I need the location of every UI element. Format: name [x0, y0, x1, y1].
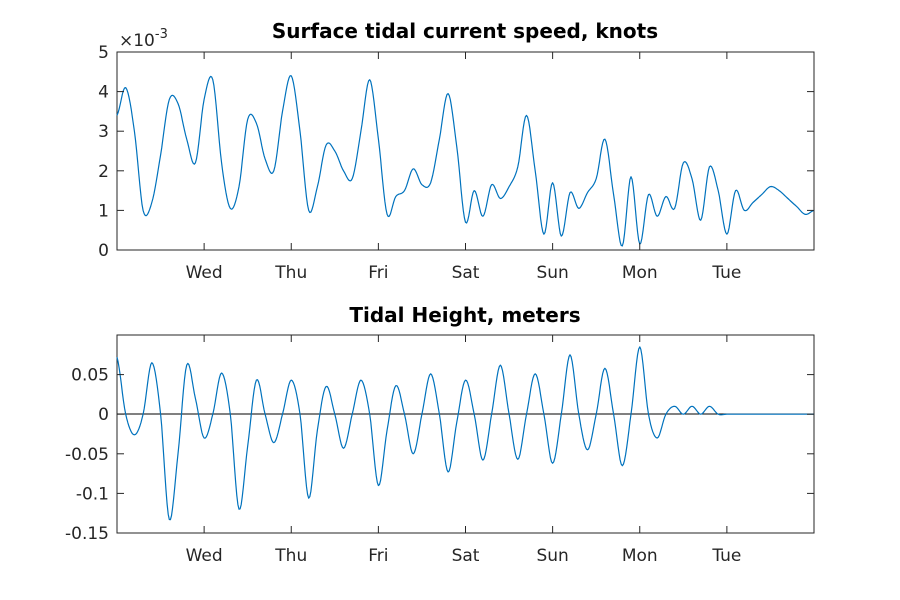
y-exponent-base: ×10	[119, 31, 155, 51]
tidal-height-chart: Tidal Height, meters 0.05 0 -0.05 -0.1 -0.15…	[65, 303, 815, 566]
x-tick-label: Sat	[452, 546, 480, 566]
y-tick-label: 5	[98, 43, 109, 63]
svg-text:×10-3: ×10-3	[119, 27, 168, 51]
y-tick-label: 0.05	[71, 366, 109, 386]
y-tick-label: -0.05	[65, 445, 109, 465]
tidal-height-series	[116, 346, 814, 521]
y-tick-label: 3	[98, 122, 109, 142]
tidal-height-y-ticks: 0.05 0 -0.05 -0.1 -0.15	[65, 366, 814, 544]
current-speed-series	[116, 75, 815, 247]
y-exponent-label: ×10-3	[119, 27, 168, 51]
y-exponent-power: -3	[155, 27, 168, 42]
series-line-0	[116, 346, 814, 521]
x-tick-label: Thu	[274, 546, 307, 566]
x-tick-label: Thu	[274, 263, 307, 283]
y-tick-label: 0	[98, 241, 109, 261]
current-speed-title: Surface tidal current speed, knots	[272, 19, 658, 43]
x-tick-label: Tue	[711, 263, 741, 283]
current-speed-x-ticks: Wed Thu Fri Sat Sun Mon Tue	[186, 52, 741, 283]
current-speed-axes	[116, 51, 815, 251]
y-tick-label: -0.1	[76, 484, 109, 504]
x-tick-label: Fri	[368, 263, 388, 283]
x-tick-label: Sun	[536, 546, 568, 566]
x-tick-label: Mon	[622, 546, 658, 566]
x-tick-label: Wed	[186, 263, 223, 283]
y-tick-label: 0	[98, 405, 109, 425]
x-tick-label: Fri	[368, 546, 388, 566]
tidal-height-title: Tidal Height, meters	[349, 303, 580, 327]
x-tick-label: Mon	[622, 263, 658, 283]
tidal-height-axes	[116, 334, 815, 534]
y-tick-label: 4	[98, 83, 109, 103]
current-speed-chart: Surface tidal current speed, knots ×10-3…	[98, 19, 815, 283]
y-tick-label: 2	[98, 162, 109, 182]
x-tick-label: Sun	[536, 263, 568, 283]
current-speed-y-ticks: 0 1 2 3 4 5	[98, 43, 814, 261]
x-tick-label: Tue	[711, 546, 741, 566]
x-tick-label: Sat	[452, 263, 480, 283]
series-line-0	[116, 75, 815, 247]
y-tick-label: 1	[98, 201, 109, 221]
y-tick-label: -0.15	[65, 524, 109, 544]
tidal-height-x-ticks: Wed Thu Fri Sat Sun Mon Tue	[186, 335, 741, 566]
x-tick-label: Wed	[186, 546, 223, 566]
